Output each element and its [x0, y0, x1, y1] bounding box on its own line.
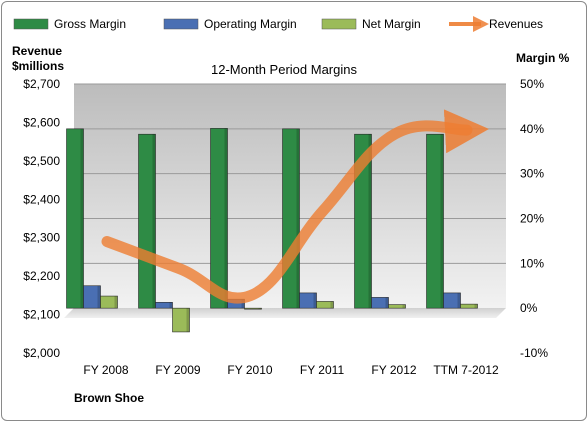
- left-tick-label: $2,100: [23, 308, 60, 322]
- x-tick-label: FY 2009: [155, 363, 200, 377]
- right-tick-label: 40%: [520, 122, 544, 136]
- bar-shade-net-margin: [402, 304, 406, 309]
- bar-shade-operating-margin: [385, 297, 389, 309]
- bars: [66, 128, 478, 333]
- bar-shade-net-margin: [114, 296, 118, 309]
- bar-shade-gross-margin: [152, 134, 156, 309]
- left-tick-label: $2,400: [23, 192, 60, 206]
- bar-gross-margin: [426, 133, 444, 309]
- x-tick-label: FY 2011: [300, 363, 345, 377]
- left-axis-label-line-1: Revenue: [12, 44, 62, 58]
- bar-shade-operating-margin: [313, 292, 317, 309]
- bar-net-margin: [388, 304, 406, 309]
- x-tick-label: FY 2008: [83, 363, 128, 377]
- left-axis-ticks: $2,000 $2,100 $2,200 $2,300 $2,400 $2,500 $2,6…: [23, 77, 60, 360]
- right-tick-label: 20%: [520, 212, 544, 226]
- bar-shade-operating-margin: [241, 299, 245, 309]
- bar-shade-gross-margin: [224, 128, 228, 309]
- bar-shade-gross-margin: [296, 128, 300, 309]
- x-tick-label: FY 2012: [371, 363, 416, 377]
- left-tick-label: $2,200: [23, 269, 60, 283]
- x-tick-label: TTM 7-2012: [433, 363, 499, 377]
- right-tick-label: 10%: [520, 256, 544, 270]
- legend-label-gross-margin: Gross Margin: [54, 17, 126, 31]
- bar-shade-net-margin: [186, 308, 190, 332]
- bar-gross-margin: [66, 128, 84, 309]
- left-tick-label: $2,700: [23, 77, 60, 91]
- x-tick-label: FY 2010: [227, 363, 272, 377]
- left-tick-label: $2,300: [23, 231, 60, 245]
- x-axis-labels: FY 2008 FY 2009 FY 2010 FY 2011 FY 2012 TTM 7…: [83, 363, 499, 377]
- left-tick-label: $2,000: [23, 346, 60, 360]
- bar-gross-margin: [138, 133, 156, 309]
- bar-operating-margin: [299, 292, 317, 309]
- bar-net-margin: [244, 307, 262, 310]
- legend-swatch-net-margin: [321, 18, 357, 30]
- right-tick-label: -10%: [520, 346, 548, 360]
- right-axis-ticks: -10% 0% 10% 20% 30% 40% 50%: [520, 77, 548, 360]
- bar-shade-gross-margin: [80, 128, 84, 309]
- bar-operating-margin: [443, 292, 461, 309]
- legend-label-revenues: Revenues: [489, 17, 543, 31]
- legend-label-operating-margin: Operating Margin: [204, 17, 297, 31]
- right-axis-label: Margin %: [516, 51, 570, 65]
- bar-net-margin: [460, 303, 478, 309]
- right-tick-label: 0%: [520, 301, 538, 315]
- bar-shade-net-margin: [330, 301, 334, 309]
- chart-title: 12-Month Period Margins: [211, 62, 357, 77]
- left-tick-label: $2,500: [23, 154, 60, 168]
- plot-floor: [64, 308, 506, 318]
- bar-shade-operating-margin: [457, 292, 461, 309]
- bar-gross-margin: [210, 128, 228, 309]
- bar-shade-net-margin: [258, 308, 262, 310]
- company-label: Brown Shoe: [74, 391, 144, 405]
- bar-shade-operating-margin: [97, 285, 101, 309]
- left-tick-label: $2,600: [23, 115, 60, 129]
- legend-label-net-margin: Net Margin: [362, 17, 421, 31]
- bar-net-margin: [316, 301, 334, 309]
- legend: Gross Margin Operating Margin Net Margin Re…: [13, 16, 543, 32]
- legend-swatch-gross-margin: [13, 18, 49, 30]
- revenue-line-path: [101, 109, 489, 304]
- bar-shade-operating-margin: [169, 302, 173, 309]
- right-tick-label: 30%: [520, 167, 544, 181]
- bar-shade-gross-margin: [440, 134, 444, 309]
- bar-net-margin: [172, 307, 190, 333]
- left-axis-label-line-2: $millions: [12, 59, 64, 73]
- bar-gross-margin: [354, 133, 372, 309]
- bar-operating-margin: [371, 297, 389, 309]
- bar-shade-net-margin: [474, 304, 478, 309]
- revenue-line: [101, 109, 489, 304]
- bar-net-margin: [100, 295, 118, 309]
- right-tick-label: 50%: [520, 77, 544, 91]
- bar-operating-margin: [155, 302, 173, 309]
- bar-shade-gross-margin: [368, 134, 372, 309]
- legend-swatch-operating-margin: [163, 18, 199, 30]
